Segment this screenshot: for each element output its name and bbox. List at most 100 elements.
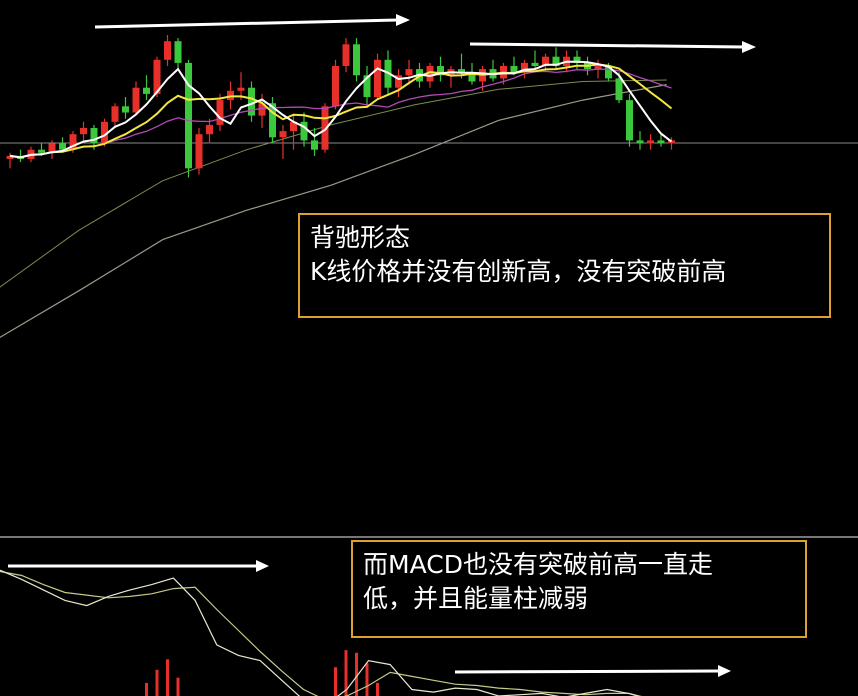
macd-histogram-bar (166, 659, 169, 696)
candle-body (437, 66, 444, 76)
candle (122, 97, 129, 119)
candle-body (657, 140, 665, 144)
candle (374, 53, 381, 101)
note-line-2: 低，并且能量柱减弱 (363, 584, 589, 613)
candle (395, 69, 402, 97)
candle-body (426, 66, 434, 82)
candle-body (237, 87, 245, 91)
candle (111, 103, 119, 128)
candle-body (59, 143, 66, 150)
candle (185, 59, 192, 178)
candle-body (468, 72, 476, 82)
candle-body (111, 106, 119, 122)
note-body: K线价格并没有创新高，没有突破前高 (310, 257, 727, 286)
candle (164, 35, 171, 66)
macd-histogram-bar (355, 652, 358, 696)
candle-body (594, 66, 602, 70)
candle-body (174, 41, 182, 63)
macd-histogram-bar (145, 682, 148, 696)
candle (405, 59, 413, 85)
candle-body (458, 69, 465, 73)
candle-body (122, 106, 129, 113)
ma-long-1-line (0, 79, 667, 288)
trend-arrows (8, 14, 756, 677)
candle-body (38, 149, 45, 153)
candle (668, 137, 675, 150)
candle-body (69, 134, 77, 150)
candle (300, 112, 308, 147)
candle-body (374, 59, 381, 97)
candle-body (573, 56, 581, 63)
note-line-1: 而MACD也没有突破前高一直走 (363, 550, 713, 579)
candle-body (143, 87, 150, 94)
arrow-macd-high-1 (8, 560, 269, 572)
candle (195, 128, 203, 175)
note-title: 背驰形态 (310, 223, 411, 252)
candle (132, 81, 140, 116)
candle-body (279, 131, 287, 138)
candle-body (6, 155, 14, 159)
candle-body (153, 59, 161, 94)
candle (531, 50, 539, 70)
candle-body (363, 75, 371, 97)
dif-line (0, 569, 640, 696)
candle (447, 66, 455, 88)
candle (332, 59, 339, 110)
candle (279, 124, 287, 159)
candle-body (521, 62, 528, 73)
candle-body (647, 140, 654, 144)
macd-histogram-bar (365, 663, 369, 696)
candle (647, 134, 654, 150)
candle (80, 121, 87, 144)
candle-body (164, 41, 171, 60)
candle-body (269, 103, 276, 138)
candle (216, 93, 224, 132)
candle-body (342, 44, 350, 66)
ma5-line (9, 60, 673, 159)
candle-body (300, 121, 308, 141)
candle (353, 38, 360, 82)
macd-histogram-bar (176, 677, 180, 696)
macd-histogram-bar (334, 667, 337, 696)
macd-histogram-bar (155, 669, 159, 696)
macd-histogram-bar (344, 650, 348, 696)
candle (206, 118, 213, 144)
candle-body (195, 134, 203, 169)
arrow-price-high-2 (469, 41, 756, 53)
candle (248, 81, 255, 122)
candle-body (216, 100, 224, 125)
candle-body (101, 121, 108, 144)
candle (143, 75, 150, 101)
candle-body (605, 66, 612, 79)
candle-body (531, 62, 539, 66)
candle-body (321, 106, 329, 150)
candlesticks (6, 35, 675, 178)
candle-body (132, 87, 140, 113)
candle-body (48, 143, 56, 153)
macd-note: 而MACD也没有突破前高一直走 低，并且能量柱减弱 (351, 540, 807, 638)
long-moving-averages (0, 79, 667, 338)
ma20-line (9, 68, 672, 159)
candle (458, 53, 465, 79)
candle-body (542, 56, 549, 66)
macd-panel (0, 569, 643, 696)
arrow-macd-high-2 (454, 665, 731, 677)
candle (101, 118, 108, 147)
moving-averages (9, 60, 673, 159)
ma-long-2-line (0, 84, 667, 338)
candle (153, 56, 161, 97)
ma10-line (9, 63, 673, 159)
candle (437, 56, 444, 82)
candle (342, 38, 350, 73)
candle-body (90, 128, 98, 144)
candle-body (626, 100, 633, 141)
candle (6, 152, 14, 169)
candle (636, 131, 644, 150)
candle-body (353, 44, 360, 76)
candle-body (332, 66, 339, 107)
candle (311, 128, 318, 156)
candle (321, 103, 329, 153)
arrow-price-high-1 (94, 14, 410, 29)
candle (174, 38, 182, 70)
candle-body (668, 140, 675, 144)
